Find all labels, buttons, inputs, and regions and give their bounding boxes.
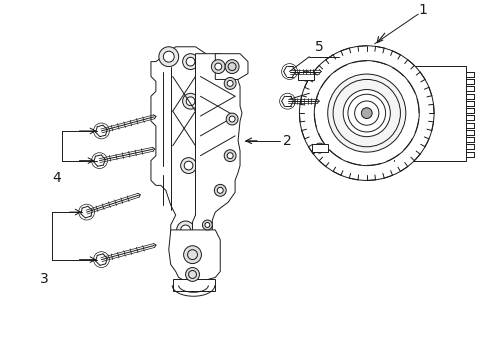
- Circle shape: [183, 246, 201, 264]
- Text: 2: 2: [283, 134, 291, 148]
- Polygon shape: [168, 230, 220, 282]
- Circle shape: [176, 221, 194, 239]
- Circle shape: [214, 63, 221, 70]
- Circle shape: [202, 220, 212, 230]
- Circle shape: [361, 108, 371, 118]
- Circle shape: [217, 187, 223, 193]
- Circle shape: [226, 113, 238, 125]
- Circle shape: [224, 150, 236, 162]
- Text: 1: 1: [418, 3, 427, 17]
- Polygon shape: [311, 144, 327, 152]
- Circle shape: [176, 242, 188, 254]
- Circle shape: [186, 57, 195, 66]
- Circle shape: [229, 116, 235, 122]
- Circle shape: [182, 93, 198, 109]
- Circle shape: [227, 153, 233, 159]
- Circle shape: [214, 184, 226, 196]
- Circle shape: [163, 51, 174, 62]
- Circle shape: [211, 60, 225, 73]
- Circle shape: [204, 222, 209, 228]
- Text: 3: 3: [40, 273, 48, 287]
- Circle shape: [186, 97, 195, 105]
- Circle shape: [182, 54, 198, 69]
- Circle shape: [301, 71, 310, 81]
- Circle shape: [299, 46, 433, 180]
- Text: 4: 4: [52, 171, 61, 185]
- Circle shape: [184, 161, 193, 170]
- Circle shape: [179, 244, 185, 251]
- Circle shape: [159, 47, 178, 67]
- Circle shape: [180, 158, 196, 174]
- Polygon shape: [151, 47, 215, 252]
- Circle shape: [224, 77, 236, 89]
- Circle shape: [185, 267, 199, 282]
- Circle shape: [181, 225, 190, 235]
- Circle shape: [225, 60, 239, 73]
- Circle shape: [327, 74, 405, 152]
- Circle shape: [227, 80, 233, 86]
- Circle shape: [343, 90, 389, 137]
- Polygon shape: [192, 54, 242, 245]
- Polygon shape: [215, 54, 247, 80]
- Polygon shape: [298, 72, 313, 80]
- Text: 5: 5: [314, 40, 323, 54]
- Polygon shape: [394, 66, 465, 161]
- Polygon shape: [172, 279, 215, 291]
- Circle shape: [314, 143, 324, 153]
